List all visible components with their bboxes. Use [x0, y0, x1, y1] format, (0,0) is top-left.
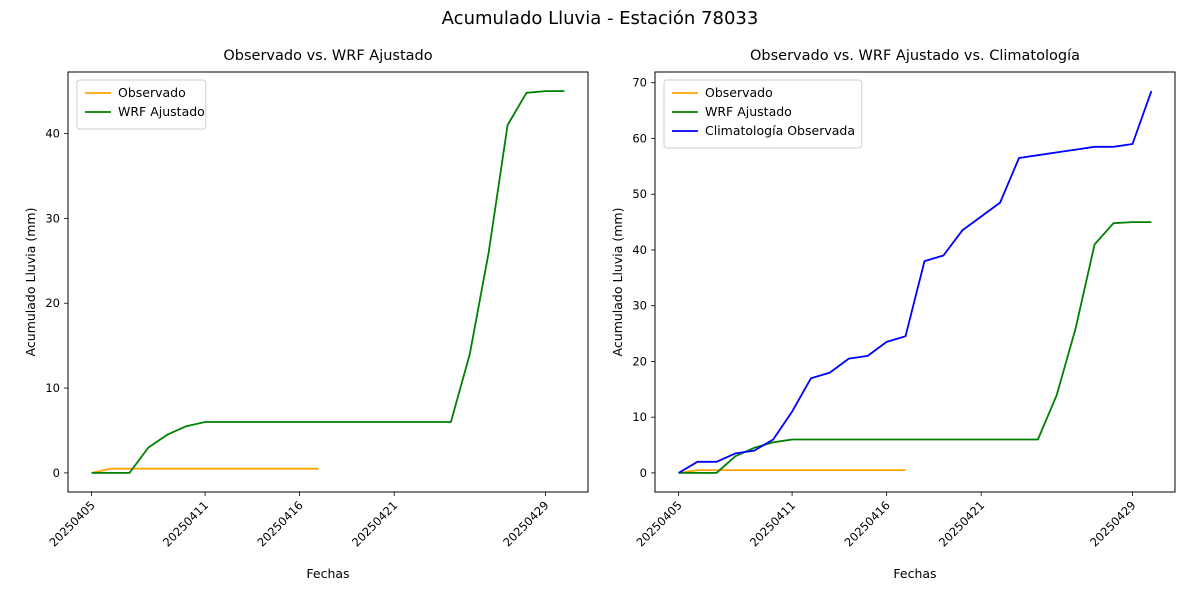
left-plot-canvas: Observado vs. WRF Ajustado Acumulado Llu… — [23, 48, 589, 581]
svg-text:20250429: 20250429 — [500, 498, 551, 549]
figure-title: Acumulado Lluvia - Estación 78033 — [441, 8, 759, 29]
svg-text:Observado: Observado — [705, 85, 773, 100]
right-y-axis-label: Acumulado Lluvia (mm) — [610, 208, 625, 357]
svg-text:60: 60 — [632, 131, 647, 145]
svg-text:10: 10 — [45, 381, 60, 395]
svg-text:WRF Ajustado: WRF Ajustado — [118, 104, 205, 119]
svg-text:10: 10 — [632, 410, 647, 424]
right-plot-canvas: Observado vs. WRF Ajustado vs. Climatolo… — [610, 48, 1176, 581]
svg-text:WRF Ajustado: WRF Ajustado — [705, 104, 792, 119]
svg-text:0: 0 — [53, 466, 60, 480]
svg-text:40: 40 — [45, 127, 60, 141]
svg-text:20250416: 20250416 — [254, 498, 305, 549]
svg-text:20250421: 20250421 — [936, 498, 987, 549]
svg-text:50: 50 — [632, 187, 647, 201]
right-plot-title: Observado vs. WRF Ajustado vs. Climatolo… — [750, 48, 1080, 64]
svg-text:20250429: 20250429 — [1087, 498, 1138, 549]
svg-text:70: 70 — [632, 76, 647, 90]
left-x-axis-label: Fechas — [306, 566, 349, 581]
svg-text:30: 30 — [632, 299, 647, 313]
svg-text:30: 30 — [45, 211, 60, 225]
svg-text:20: 20 — [632, 354, 647, 368]
right-x-axis-label: Fechas — [893, 566, 936, 581]
svg-text:20250421: 20250421 — [349, 498, 400, 549]
svg-text:20: 20 — [45, 296, 60, 310]
svg-text:0: 0 — [640, 466, 647, 480]
svg-text:20250411: 20250411 — [160, 498, 211, 549]
left-plot-title: Observado vs. WRF Ajustado — [223, 48, 432, 64]
svg-text:20250411: 20250411 — [747, 498, 798, 549]
svg-text:Observado: Observado — [118, 85, 186, 100]
svg-text:40: 40 — [632, 243, 647, 257]
svg-text:Climatología Observada: Climatología Observada — [705, 123, 855, 138]
left-y-axis-label: Acumulado Lluvia (mm) — [23, 208, 38, 357]
svg-text:20250405: 20250405 — [46, 498, 97, 549]
svg-text:20250405: 20250405 — [633, 498, 684, 549]
svg-text:20250416: 20250416 — [841, 498, 892, 549]
